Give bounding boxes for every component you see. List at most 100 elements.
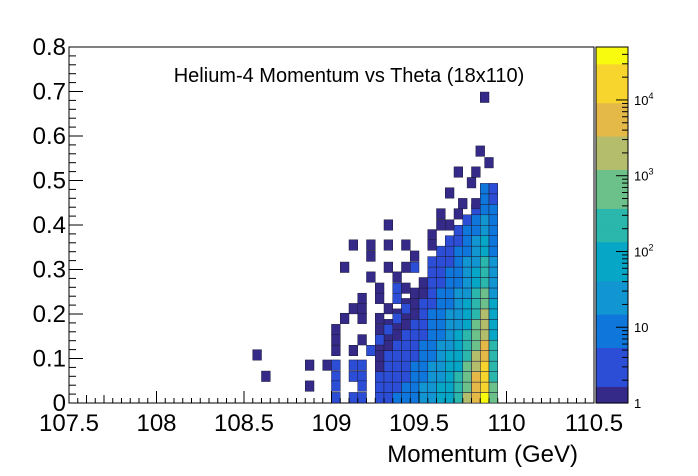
heatmap-bin bbox=[453, 245, 463, 257]
palette-swatch bbox=[596, 280, 628, 287]
heatmap-bin bbox=[480, 245, 490, 257]
heatmap-bin bbox=[392, 271, 402, 283]
heatmap-bin bbox=[357, 359, 367, 371]
heatmap-bin bbox=[401, 329, 411, 341]
heatmap-bin bbox=[410, 298, 420, 310]
heatmap-bin bbox=[445, 187, 455, 199]
heatmap-bin bbox=[453, 329, 463, 341]
y-tick-label: 0.7 bbox=[33, 79, 66, 106]
heatmap-bin bbox=[480, 224, 490, 236]
heatmap-bin bbox=[410, 350, 420, 362]
heatmap-bin bbox=[445, 319, 455, 331]
heatmap-bin bbox=[471, 298, 481, 310]
heatmap-bin bbox=[401, 239, 411, 251]
heatmap-bin bbox=[427, 381, 437, 393]
heatmap-bin bbox=[436, 371, 446, 383]
heatmap-bin bbox=[453, 350, 463, 362]
palette-swatch bbox=[596, 336, 628, 343]
palette-swatch bbox=[596, 47, 628, 54]
heatmap-bin bbox=[401, 360, 411, 372]
heatmap-bin bbox=[436, 350, 446, 362]
heatmap-bin bbox=[401, 303, 411, 315]
heatmap-bin bbox=[471, 340, 481, 351]
heatmap-bin bbox=[427, 308, 437, 320]
heatmap-bin bbox=[466, 177, 477, 189]
heatmap-bin bbox=[436, 340, 446, 351]
palette-swatch bbox=[596, 397, 628, 404]
palette-swatch bbox=[596, 113, 628, 120]
palette-swatch bbox=[596, 314, 628, 321]
heatmap-bin bbox=[410, 319, 420, 331]
x-tick-label: 109 bbox=[311, 410, 351, 437]
heatmap-bin bbox=[410, 329, 420, 341]
heatmap-bin bbox=[418, 308, 428, 320]
heatmap-bin bbox=[436, 329, 446, 341]
palette-swatch bbox=[596, 74, 628, 81]
heatmap-bin bbox=[488, 381, 498, 393]
heatmap-bin bbox=[471, 266, 481, 278]
heatmap-bin bbox=[418, 371, 428, 383]
heatmap-bin bbox=[392, 292, 402, 304]
heatmap-bin bbox=[458, 198, 468, 210]
heatmap-bin bbox=[383, 219, 393, 231]
heatmap-bin bbox=[471, 256, 481, 268]
heatmap-bin bbox=[392, 312, 402, 324]
palette-swatch bbox=[596, 291, 628, 298]
heatmap-bin bbox=[375, 312, 385, 324]
palette-swatch bbox=[596, 147, 628, 154]
heatmap-bin bbox=[453, 287, 463, 299]
heatmap-bin bbox=[488, 245, 498, 257]
heatmap-bin bbox=[427, 277, 437, 289]
heatmap-bin bbox=[453, 277, 463, 289]
palette-swatch bbox=[596, 102, 628, 109]
heatmap-bin bbox=[305, 359, 315, 371]
heatmap-bin bbox=[331, 370, 341, 382]
heatmap-bin bbox=[392, 371, 402, 383]
heatmap-bin bbox=[427, 392, 437, 404]
heatmap-bin bbox=[488, 224, 498, 236]
heatmap-bin bbox=[453, 360, 463, 372]
heatmap-bin bbox=[357, 392, 367, 404]
heatmap-bin bbox=[462, 235, 472, 247]
heatmap-bin bbox=[366, 250, 376, 262]
heatmap-bin bbox=[392, 340, 402, 351]
heatmap-bin bbox=[410, 308, 420, 320]
palette-swatch bbox=[596, 358, 628, 365]
heatmap-bin bbox=[445, 350, 455, 362]
heatmap-bin bbox=[418, 360, 428, 372]
heatmap-bin bbox=[418, 298, 428, 310]
heatmap-bin bbox=[418, 287, 428, 299]
heatmap-bin bbox=[392, 381, 402, 393]
heatmap-bin bbox=[436, 266, 446, 278]
heatmap-bin bbox=[348, 359, 358, 371]
heatmap-bin bbox=[480, 392, 490, 404]
palette-tick-label: 103 bbox=[634, 167, 653, 184]
heatmap-bin bbox=[357, 334, 367, 346]
heatmap-bin bbox=[462, 340, 472, 351]
heatmap-bin bbox=[445, 392, 455, 404]
palette-swatch bbox=[596, 124, 628, 132]
heatmap-bin bbox=[488, 392, 498, 404]
y-tick-label: 0 bbox=[53, 390, 66, 417]
heatmap-bin bbox=[471, 224, 481, 236]
x-tick-label: 108.5 bbox=[214, 410, 274, 437]
heatmap-bin bbox=[436, 319, 446, 331]
heatmap-bin bbox=[462, 319, 472, 331]
heatmap-bin bbox=[488, 266, 498, 278]
palette-swatch bbox=[596, 330, 628, 337]
heatmap-bin bbox=[462, 245, 472, 257]
heatmap-bin bbox=[436, 392, 446, 404]
heatmap-bin bbox=[480, 277, 490, 289]
heatmap-bin bbox=[375, 392, 385, 404]
heatmap-bin bbox=[401, 350, 411, 362]
heatmap-bin bbox=[488, 183, 498, 195]
palette-swatch bbox=[596, 380, 628, 387]
heatmap-bin bbox=[488, 340, 498, 351]
palette-swatch bbox=[596, 263, 628, 271]
heatmap-bin bbox=[427, 340, 437, 351]
heatmap-bin bbox=[445, 266, 455, 278]
heatmap-bin bbox=[375, 334, 385, 346]
heatmap-bin bbox=[375, 324, 385, 336]
palette-swatch bbox=[596, 174, 628, 182]
heatmap-bin bbox=[383, 392, 393, 404]
